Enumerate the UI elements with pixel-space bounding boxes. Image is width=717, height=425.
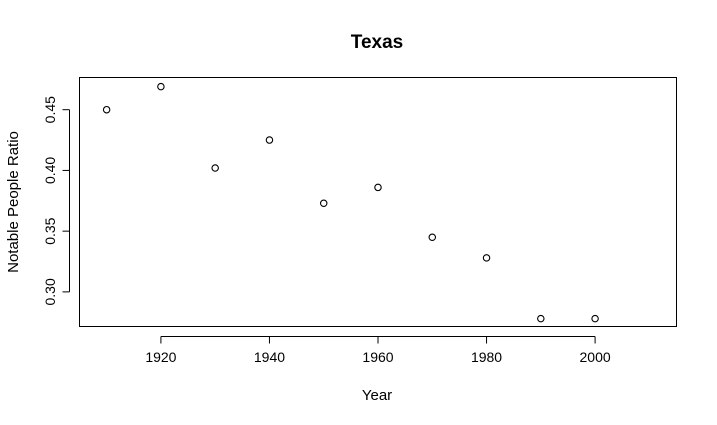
data-point (319, 199, 328, 207)
data-point (591, 314, 599, 323)
data-points (102, 82, 599, 323)
x-axis: 1920 1940 1960 1980 2000 (145, 336, 611, 365)
data-point (265, 136, 274, 144)
chart-title: Texas (351, 32, 403, 53)
data-point (374, 183, 382, 192)
data-point (211, 164, 219, 172)
y-tick-label: 0.45 (42, 96, 58, 123)
x-axis-label: Year (362, 387, 392, 404)
data-point (428, 233, 437, 241)
y-tick-label: 0.30 (42, 278, 58, 305)
x-tick-label: 1940 (254, 349, 285, 365)
y-axis-label: Notable People Ratio (5, 131, 22, 273)
data-point (537, 314, 545, 323)
y-axis: 0.30 0.35 0.40 0.45 (42, 96, 70, 306)
plot-frame (79, 77, 677, 327)
x-tick-label: 2000 (580, 349, 611, 365)
data-point (102, 105, 111, 114)
data-point (482, 254, 491, 262)
y-tick-label: 0.40 (42, 157, 58, 184)
x-tick-label: 1980 (471, 349, 502, 365)
y-tick-label: 0.35 (42, 217, 58, 244)
x-tick-label: 1960 (362, 349, 393, 365)
data-point (157, 82, 165, 91)
x-tick-label: 1920 (145, 349, 176, 365)
